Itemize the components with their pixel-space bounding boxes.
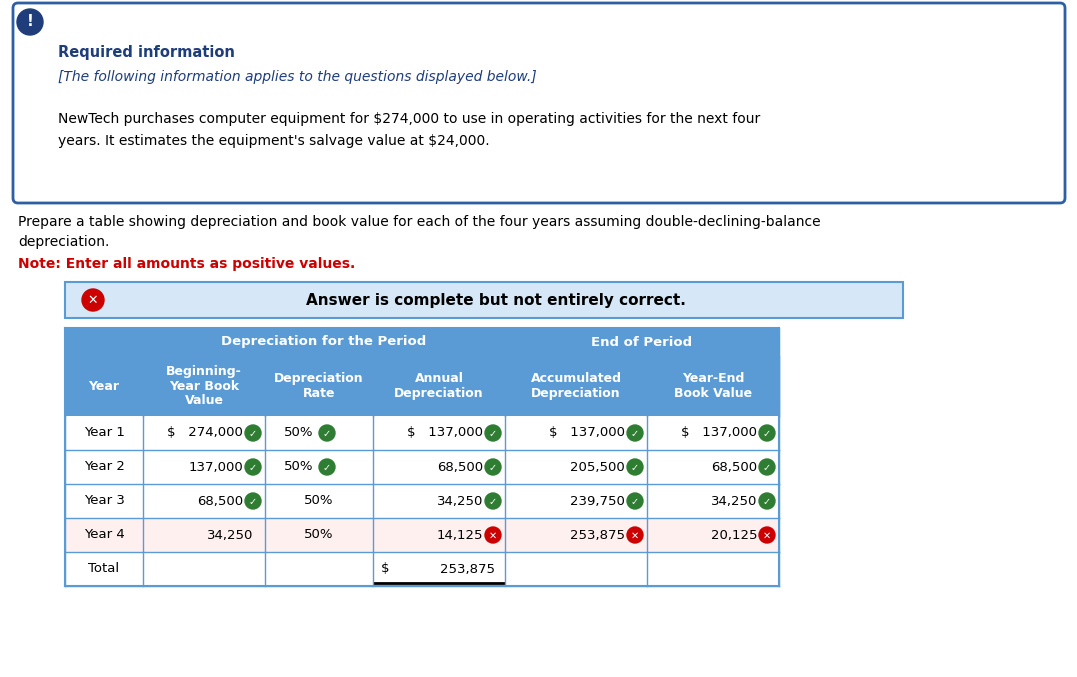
Text: $   137,000: $ 137,000 [681, 427, 757, 439]
Circle shape [759, 459, 775, 475]
Text: ✓: ✓ [323, 429, 331, 439]
Circle shape [627, 459, 643, 475]
Bar [65, 552, 779, 586]
Text: End of Period: End of Period [591, 336, 693, 349]
Text: ✕: ✕ [763, 531, 771, 540]
Bar [65, 356, 779, 416]
Text: 34,250: 34,250 [207, 529, 253, 542]
Circle shape [17, 9, 43, 35]
Text: $   137,000: $ 137,000 [549, 427, 625, 439]
Circle shape [244, 425, 261, 441]
Circle shape [244, 493, 261, 509]
Text: Depreciation
Rate: Depreciation Rate [275, 372, 364, 400]
Circle shape [485, 527, 501, 543]
Text: Beginning-
Year Book
Value: Beginning- Year Book Value [166, 364, 242, 408]
Text: 68,500: 68,500 [197, 494, 243, 508]
Circle shape [485, 459, 501, 475]
Text: ✕: ✕ [631, 531, 639, 540]
Text: 50%: 50% [283, 460, 313, 473]
Text: [The following information applies to the questions displayed below.]: [The following information applies to th… [58, 70, 536, 84]
Text: NewTech purchases computer equipment for $274,000 to use in operating activities: NewTech purchases computer equipment for… [58, 112, 760, 126]
Text: Prepare a table showing depreciation and book value for each of the four years a: Prepare a table showing depreciation and… [18, 215, 821, 229]
Text: 137,000: 137,000 [188, 460, 243, 473]
Circle shape [627, 425, 643, 441]
Text: 253,875: 253,875 [440, 563, 495, 575]
Text: ✓: ✓ [489, 462, 498, 473]
Text: Required information: Required information [58, 45, 235, 60]
Text: ✓: ✓ [323, 462, 331, 473]
Text: 50%: 50% [283, 427, 313, 439]
Text: Total: Total [88, 563, 120, 575]
Text: Annual
Depreciation: Annual Depreciation [394, 372, 484, 400]
Text: ✓: ✓ [249, 496, 257, 506]
Text: years. It estimates the equipment's salvage value at $24,000.: years. It estimates the equipment's salv… [58, 134, 490, 148]
Text: $: $ [381, 563, 390, 575]
Circle shape [319, 459, 335, 475]
Text: 239,750: 239,750 [570, 494, 625, 508]
Text: Answer is complete but not entirely correct.: Answer is complete but not entirely corr… [306, 292, 686, 307]
Text: Year 2: Year 2 [84, 460, 125, 473]
FancyBboxPatch shape [13, 3, 1065, 203]
Circle shape [759, 425, 775, 441]
Text: 50%: 50% [304, 494, 334, 508]
Text: ✓: ✓ [249, 429, 257, 439]
Circle shape [319, 425, 335, 441]
Text: 68,500: 68,500 [711, 460, 757, 473]
Text: Year-End
Book Value: Year-End Book Value [674, 372, 752, 400]
Text: Note: Enter all amounts as positive values.: Note: Enter all amounts as positive valu… [18, 257, 355, 271]
Text: ✕: ✕ [87, 294, 98, 307]
Text: 14,125: 14,125 [436, 529, 482, 542]
Bar [65, 416, 779, 450]
Text: ✓: ✓ [249, 462, 257, 473]
Text: ✓: ✓ [763, 462, 771, 473]
Circle shape [627, 527, 643, 543]
Text: !: ! [27, 14, 33, 30]
Text: 20,125: 20,125 [711, 529, 757, 542]
Text: $   137,000: $ 137,000 [407, 427, 482, 439]
Text: 205,500: 205,500 [570, 460, 625, 473]
Text: ✓: ✓ [489, 429, 498, 439]
Circle shape [82, 289, 104, 311]
Text: Year 1: Year 1 [84, 427, 125, 439]
Text: ✓: ✓ [631, 462, 639, 473]
Text: ✓: ✓ [489, 496, 498, 506]
Text: 253,875: 253,875 [570, 529, 625, 542]
Bar [65, 282, 903, 318]
Text: 34,250: 34,250 [711, 494, 757, 508]
Bar [65, 450, 779, 484]
Bar [65, 484, 779, 518]
Circle shape [627, 493, 643, 509]
Circle shape [244, 459, 261, 475]
Text: ✓: ✓ [631, 496, 639, 506]
Text: ✕: ✕ [489, 531, 498, 540]
Text: Depreciation for the Period: Depreciation for the Period [222, 336, 426, 349]
Circle shape [759, 493, 775, 509]
Text: 34,250: 34,250 [436, 494, 482, 508]
Text: 68,500: 68,500 [437, 460, 482, 473]
Text: Accumulated
Depreciation: Accumulated Depreciation [531, 372, 621, 400]
Bar [65, 328, 779, 356]
Text: $   274,000: $ 274,000 [167, 427, 243, 439]
Bar [65, 518, 779, 552]
Text: ✓: ✓ [763, 496, 771, 506]
Text: depreciation.: depreciation. [18, 235, 110, 249]
Text: ✓: ✓ [631, 429, 639, 439]
Text: Year 4: Year 4 [84, 529, 124, 542]
Text: ✓: ✓ [763, 429, 771, 439]
Circle shape [485, 425, 501, 441]
Text: Year: Year [88, 380, 120, 393]
Text: Year 3: Year 3 [84, 494, 125, 508]
Circle shape [759, 527, 775, 543]
Circle shape [485, 493, 501, 509]
Text: 50%: 50% [304, 529, 334, 542]
